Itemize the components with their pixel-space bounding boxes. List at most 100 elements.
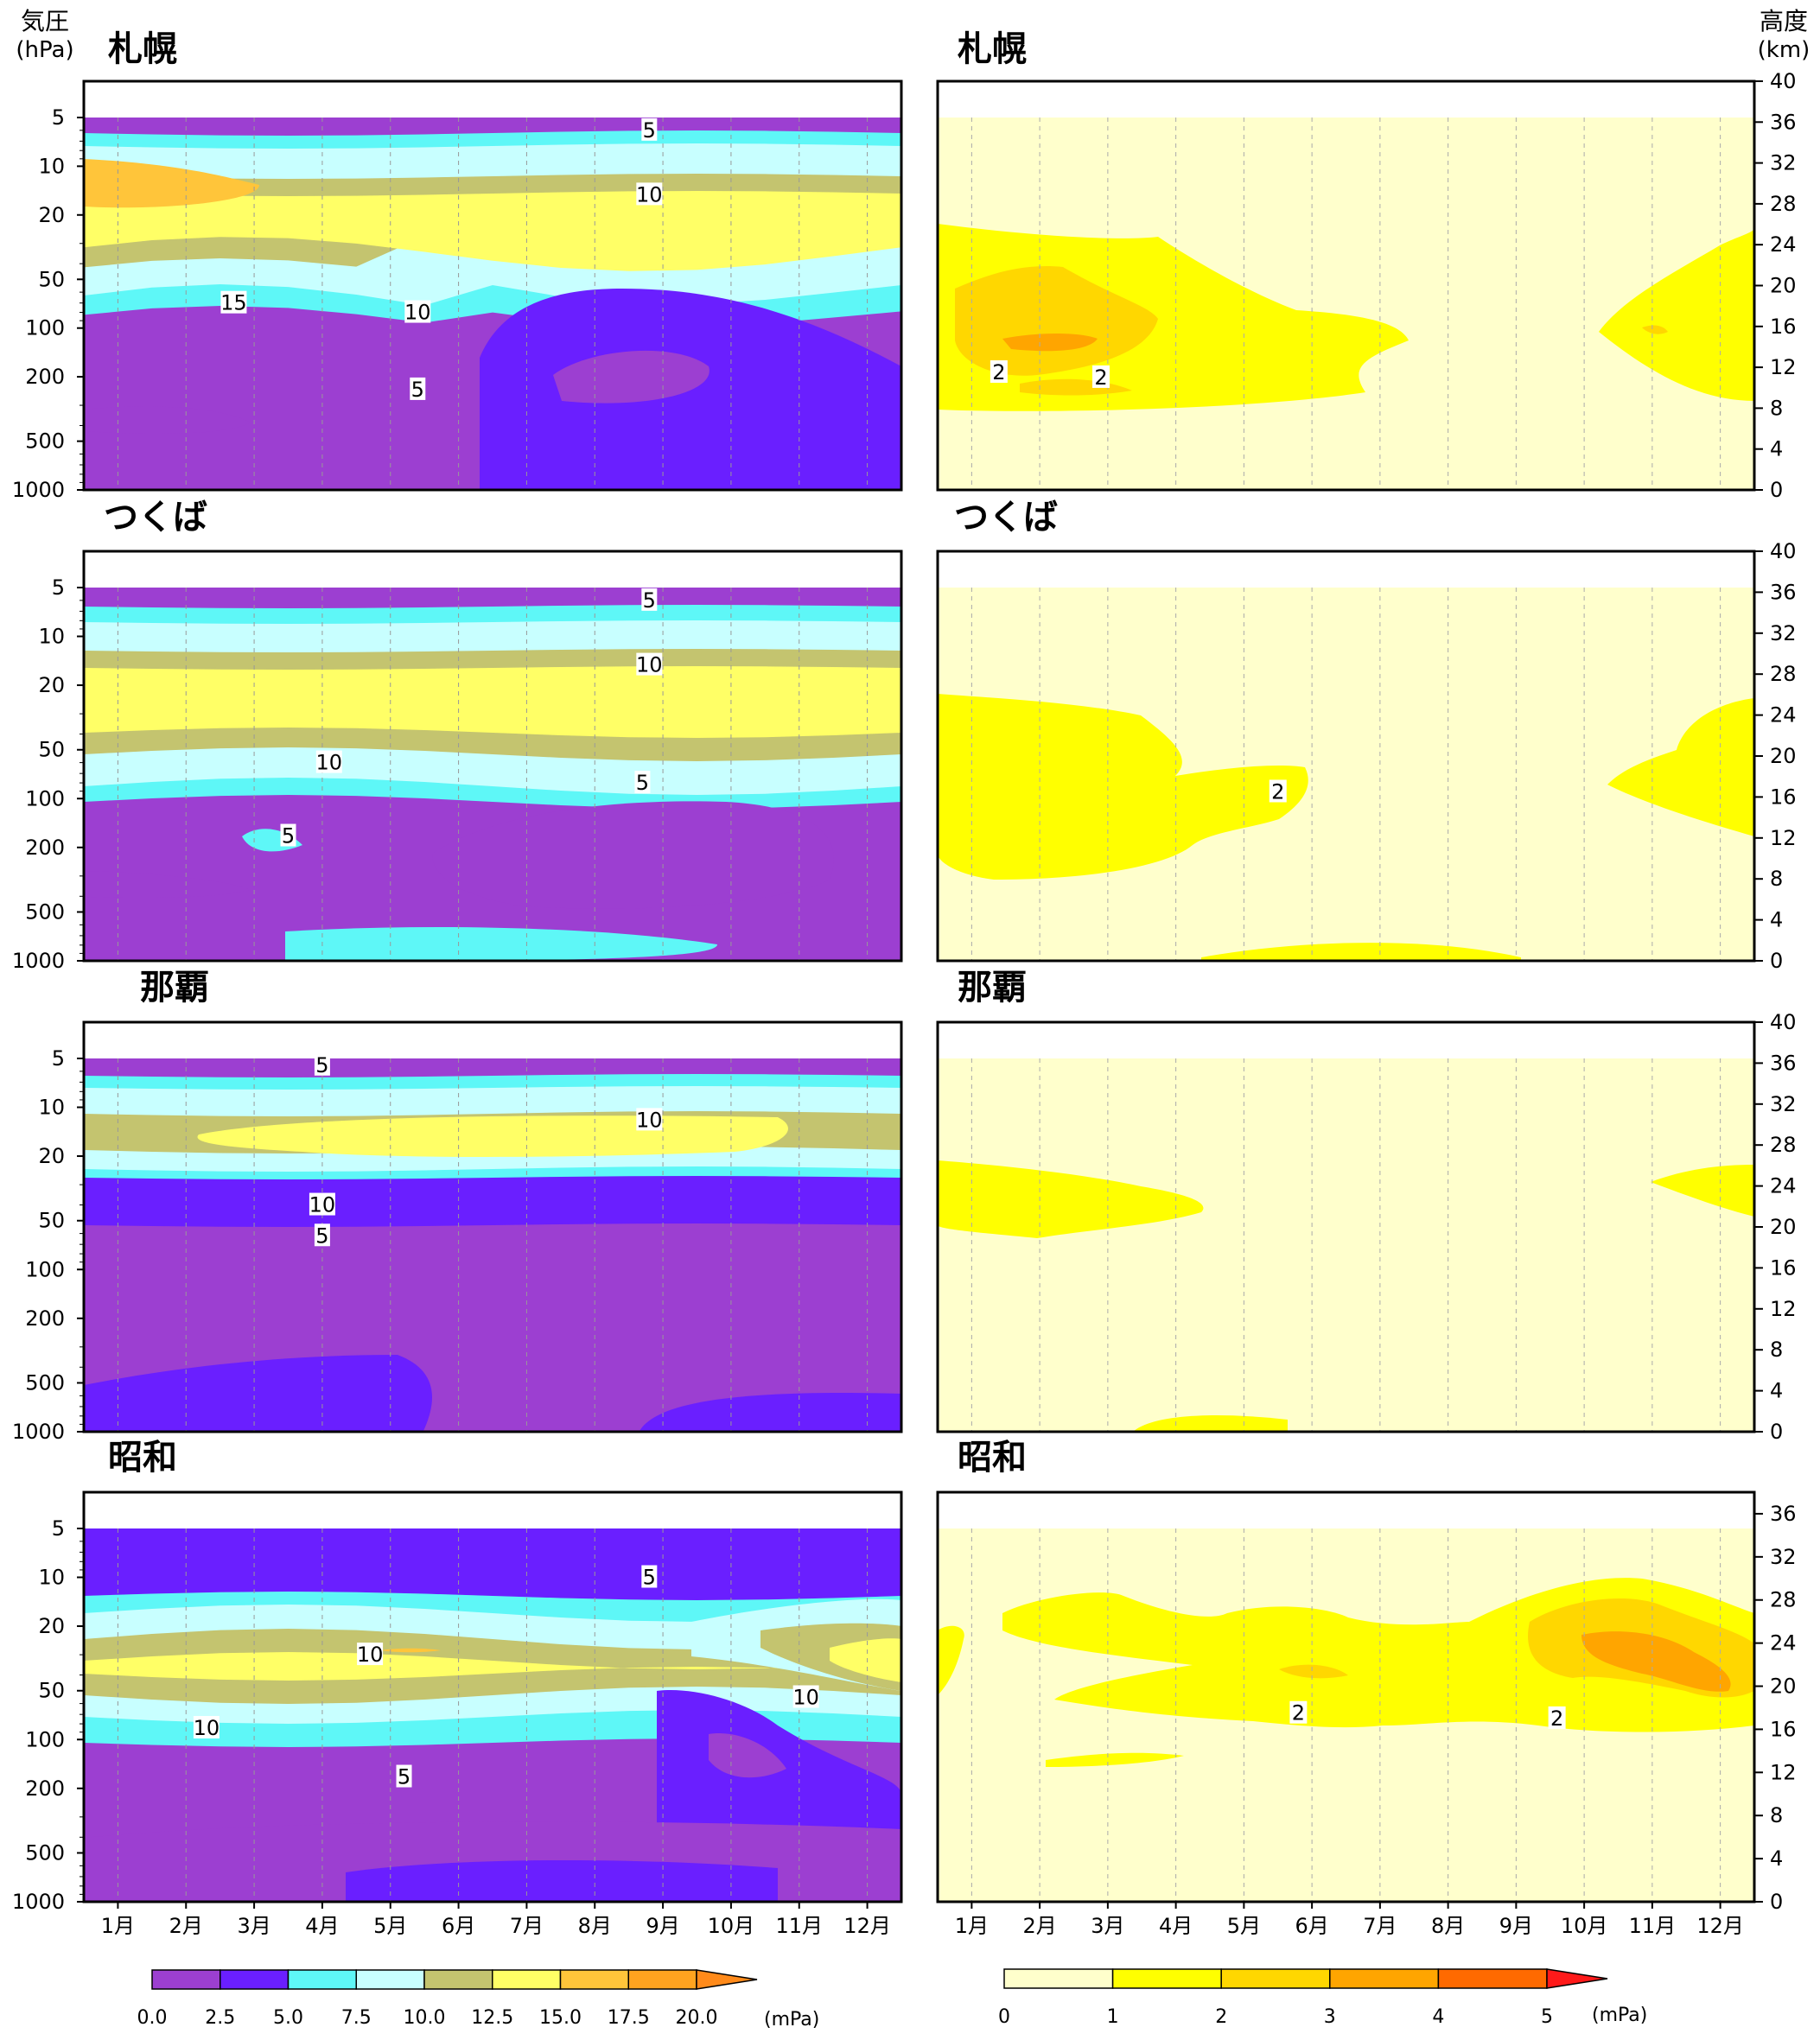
pressure-tick-label: 200: [25, 1776, 65, 1801]
pressure-tick-label: 500: [25, 1370, 65, 1395]
ozone-height-panel-naha: [938, 1022, 1754, 1432]
height-tick-label: 40: [1770, 539, 1797, 563]
height-tick-label: 12: [1770, 1297, 1797, 1321]
colorbar-swatch: [355, 1969, 425, 1990]
pressure-tick-label: 5: [52, 1516, 65, 1541]
month-tick-label: 1月: [101, 1914, 135, 1938]
height-tick-label: 4: [1770, 1379, 1783, 1403]
pressure-tick-label: 20: [38, 203, 65, 227]
contour-label-bg: [792, 1685, 819, 1708]
contour-label: 10: [357, 1643, 384, 1667]
height-tick-label: 24: [1770, 703, 1797, 728]
pressure-tick-label: 1000: [12, 949, 65, 973]
left-panel-frame: [82, 79, 903, 492]
contour-label-bg: [1289, 1700, 1308, 1724]
pressure-tick-label: 1000: [12, 478, 65, 502]
station-title-naha-left: 那覇: [140, 968, 209, 1007]
contour-label: 5: [643, 1566, 656, 1590]
contour-label: 10: [404, 301, 431, 325]
ozone-contour-region: [285, 927, 717, 961]
colorbar-tick-label: 15.0: [539, 2007, 582, 2029]
pressure-tick-label: 100: [25, 316, 65, 340]
colorbar-tick-label: 4: [1432, 2006, 1444, 2028]
ozone-contour-region: [1133, 1415, 1288, 1432]
height-tick-label: 20: [1770, 274, 1797, 298]
pressure-tick-label: 10: [38, 625, 65, 649]
height-tick-label: 36: [1770, 110, 1797, 134]
station-title-naha-right: 那覇: [958, 968, 1027, 1007]
height-tick-label: 24: [1770, 1174, 1797, 1198]
contour-label-bg: [634, 771, 651, 794]
contour-label-bg: [1548, 1706, 1566, 1729]
ozone-contour-region: [938, 1625, 964, 1695]
ozone-height-panel-showa: [938, 1492, 1754, 1902]
pressure-tick-label: 10: [38, 1096, 65, 1120]
ozone-contour-band: [84, 1528, 901, 1600]
contour-label-bg: [315, 750, 342, 773]
colorbar-right: 0 1 2 3 4 5: [998, 1968, 1608, 2028]
pressure-tick-label: 5: [52, 575, 65, 600]
colorbar-extend-arrow: [696, 1969, 758, 1990]
contour-label-bg: [641, 1565, 658, 1588]
ozone-contour-region: [709, 1733, 786, 1778]
pressure-tick-label: 50: [38, 738, 65, 762]
station-title-showa-left: 昭和: [108, 1438, 177, 1478]
ozone-contour-region: [1599, 228, 1754, 401]
contour-label: 2: [1292, 1701, 1305, 1725]
contour-label-bg: [396, 1764, 412, 1788]
pressure-tick-label: 50: [38, 1679, 65, 1703]
colorbar-swatch: [151, 1969, 221, 1990]
ozone-contour-region: [84, 871, 251, 899]
pressure-axis-naha: 5 10 20 50 100 200 500 1000 5 10 10 5: [12, 1020, 903, 1444]
contour-label: 2: [1550, 1706, 1563, 1731]
ozone-pressure-panel-tsukuba: [84, 588, 901, 961]
ozone-contour-region: [84, 159, 259, 208]
contour-label-bg: [410, 377, 426, 400]
contour-label-bg: [636, 1108, 663, 1131]
pressure-axis-tsukuba: 5 10 20 50 100 200 500 1000 5 10 10 5 5: [12, 550, 903, 973]
contour-label: 5: [643, 588, 656, 613]
height-tick-label: 20: [1770, 1675, 1797, 1699]
height-tick-label: 36: [1770, 1502, 1797, 1526]
pressure-axis-sapporo: 5 10 20 50 100 200 500 1000 5 10 15 10 5: [12, 79, 903, 502]
ozone-contour-region: [432, 801, 834, 909]
height-tick-label: 28: [1770, 1133, 1797, 1157]
contour-label: 10: [309, 1193, 336, 1217]
left-panel-frame: [82, 550, 903, 963]
height-tick-label: 16: [1770, 1255, 1797, 1280]
month-tick-label: 9月: [646, 1914, 679, 1938]
colorbar-tick-label: 20.0: [676, 2007, 718, 2029]
contour-label: 15: [220, 291, 247, 315]
pressure-tick-label: 10: [38, 1566, 65, 1590]
height-tick-label: 24: [1770, 232, 1797, 257]
pressure-axis-showa: 5 10 20 50 100 200 500 1000 5 10 10 10 5: [12, 1490, 903, 1914]
colorbar-tick-label: 2.5: [205, 2007, 235, 2029]
height-tick-label: 16: [1770, 315, 1797, 339]
colorbar-tick-label: 0.0: [137, 2007, 168, 2029]
contour-label-bg: [357, 1643, 384, 1666]
ozone-height-panel-tsukuba: [938, 551, 1754, 961]
month-tick-label: 3月: [237, 1914, 270, 1938]
contour-label-bg: [1269, 779, 1287, 803]
ozone-contour-region: [830, 1638, 901, 1682]
station-title-showa-right: 昭和: [958, 1438, 1027, 1478]
month-tick-label: 11月: [775, 1914, 823, 1938]
ozone-contour-region: [1581, 1631, 1731, 1692]
height-tick-label: 32: [1770, 1545, 1797, 1569]
pressure-tick-label: 500: [25, 1840, 65, 1865]
height-tick-label: 36: [1770, 580, 1797, 604]
contour-label-bg: [314, 1223, 330, 1247]
ozone-pressure-panel-naha: [84, 1058, 901, 1432]
month-tick-label: 3月: [1091, 1914, 1124, 1938]
pressure-tick-label: 10: [38, 154, 65, 178]
height-tick-label: 20: [1770, 1215, 1797, 1239]
contour-label: 5: [636, 771, 649, 795]
ozone-contour-region: [84, 406, 251, 434]
contour-label-bg: [193, 1716, 220, 1739]
pressure-tick-label: 50: [38, 1209, 65, 1233]
contour-label: 10: [194, 1716, 220, 1740]
height-tick-label: 24: [1770, 1631, 1797, 1656]
height-tick-label: 12: [1770, 826, 1797, 850]
